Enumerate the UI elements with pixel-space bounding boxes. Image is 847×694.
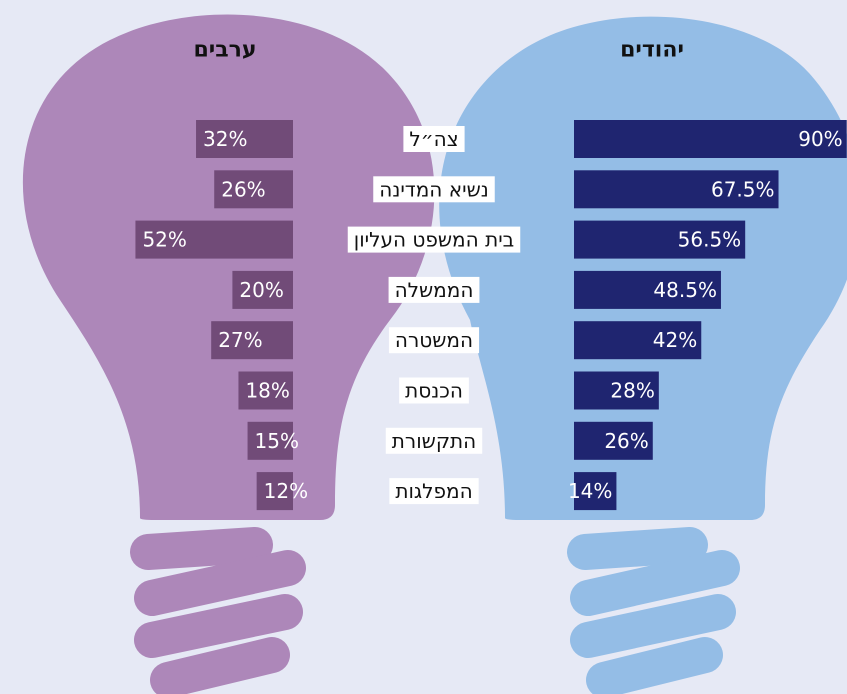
category-label: הכנסת	[405, 379, 463, 403]
bar	[211, 321, 293, 360]
value-label: 52%	[142, 228, 186, 252]
category-label: התקשורת	[392, 429, 476, 453]
value-label: 90%	[798, 127, 842, 151]
category-box	[389, 478, 479, 505]
category-box	[373, 176, 495, 203]
category-box	[388, 327, 480, 354]
value-label: 32%	[203, 127, 247, 151]
bar	[135, 220, 293, 259]
category-box	[403, 126, 465, 152]
category-label: צה״ל	[409, 127, 458, 151]
category-label: המשטרה	[395, 328, 473, 352]
bar	[247, 421, 293, 460]
category-label: נשיא המדינה	[379, 177, 489, 201]
bar	[574, 170, 779, 209]
bar	[574, 120, 847, 158]
bar	[574, 371, 659, 410]
value-label: 12%	[264, 479, 308, 503]
left-bulb	[22, 14, 435, 694]
bar	[574, 270, 721, 309]
value-label: 15%	[255, 429, 299, 453]
category-box	[347, 226, 521, 253]
value-label: 28%	[610, 379, 654, 403]
bar	[256, 472, 293, 511]
value-label: 48.5%	[653, 278, 717, 302]
value-label: 42%	[653, 328, 697, 352]
category-label: הממשלה	[395, 278, 474, 302]
category-label: המפלגות	[395, 479, 472, 503]
value-label: 14%	[568, 479, 612, 503]
category-box	[399, 377, 469, 404]
value-label: 56.5%	[678, 228, 742, 252]
value-label: 26%	[221, 177, 265, 201]
bar	[214, 170, 293, 209]
bar	[574, 220, 746, 259]
value-label: 67.5%	[711, 177, 775, 201]
category-label: בית המשפט העליון	[354, 228, 515, 252]
value-label: 26%	[604, 429, 648, 453]
bar	[196, 120, 293, 158]
series-title: יהודים	[620, 38, 684, 63]
bar	[232, 270, 293, 309]
bar	[574, 421, 653, 460]
series-title: ערבים	[193, 38, 256, 63]
value-label: 27%	[218, 328, 262, 352]
value-label: 18%	[245, 379, 289, 403]
bar	[574, 321, 702, 360]
bar	[574, 472, 617, 511]
value-label: 20%	[239, 278, 283, 302]
category-box	[388, 276, 480, 303]
bar	[238, 371, 293, 410]
category-box	[385, 427, 483, 454]
